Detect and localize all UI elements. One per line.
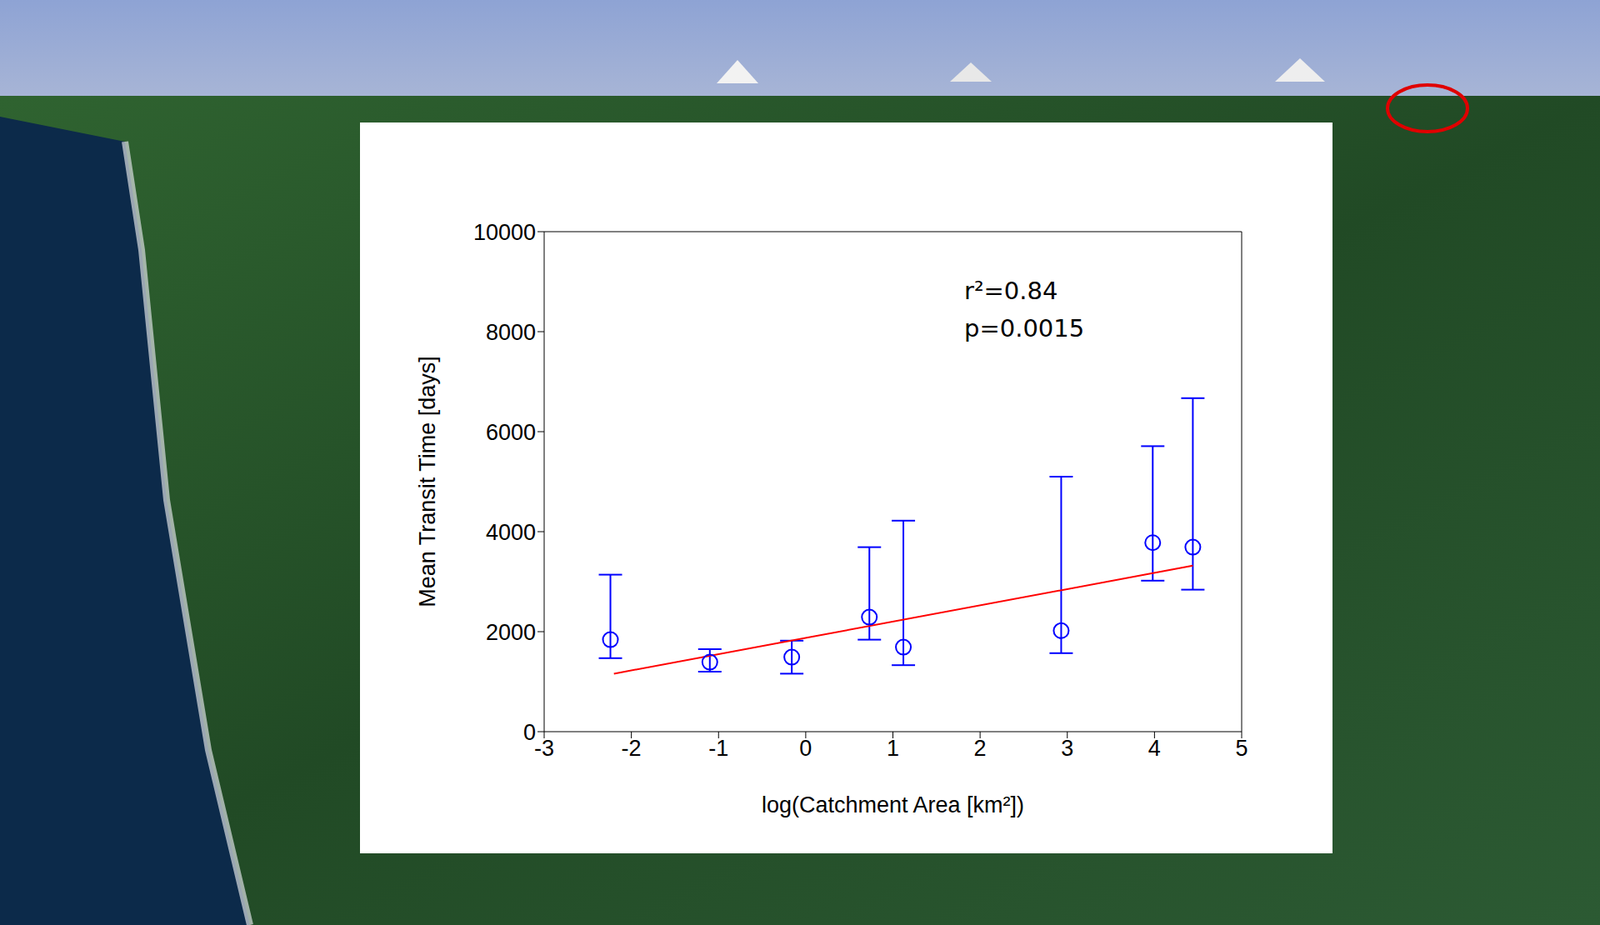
svg-text:log(Catchment Area [km²]): log(Catchment Area [km²]): [761, 792, 1025, 818]
svg-text:2: 2: [974, 735, 987, 761]
svg-text:4000: 4000: [485, 520, 536, 545]
svg-text:6000: 6000: [485, 420, 536, 445]
svg-text:3: 3: [1060, 735, 1074, 761]
svg-text:10000: 10000: [473, 220, 536, 245]
svg-text:8000: 8000: [485, 320, 536, 345]
svg-text:-3: -3: [534, 735, 555, 761]
svg-text:-1: -1: [708, 735, 729, 761]
svg-text:5: 5: [1235, 735, 1248, 761]
svg-text:4: 4: [1148, 735, 1161, 761]
svg-text:1: 1: [886, 735, 900, 761]
html-text:r²=0.84: r²=0.84: [964, 276, 1058, 305]
html-text:p=0.0015: p=0.0015: [964, 314, 1085, 343]
svg-text:-2: -2: [621, 735, 642, 761]
svg-text:2000: 2000: [485, 620, 536, 645]
svg-text:0: 0: [799, 735, 812, 761]
svg-text:0: 0: [523, 720, 536, 745]
svg-text:Mean Transit Time [days]: Mean Transit Time [days]: [415, 355, 440, 608]
